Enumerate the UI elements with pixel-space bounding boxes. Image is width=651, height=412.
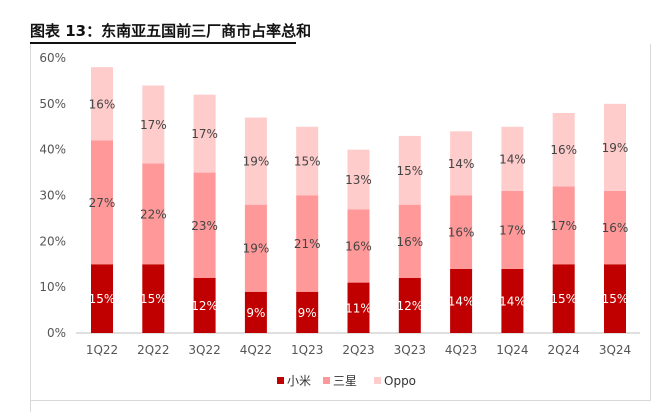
bar-segment-0-4	[296, 291, 319, 333]
x-tick-label: 3Q24	[599, 343, 631, 357]
data-label: 11%	[345, 301, 372, 315]
bar-segment-1-4	[296, 195, 319, 292]
bar-segment-1-6	[398, 204, 421, 278]
legend: 小米 三星 Oppo	[277, 374, 416, 388]
bar-segment-1-2	[193, 172, 216, 278]
bar-segment-2-6	[398, 135, 421, 205]
data-label: 21%	[294, 237, 321, 251]
data-label: 9%	[246, 306, 265, 320]
x-tick-label: 2Q22	[137, 343, 169, 357]
data-label: 15%	[602, 292, 629, 306]
data-label: 14%	[499, 294, 526, 308]
bar-segment-1-8	[501, 190, 524, 269]
data-label: 12%	[191, 299, 218, 313]
data-label: 15%	[140, 292, 167, 306]
bar-segment-2-4	[296, 126, 319, 196]
bar-segment-0-7	[450, 268, 473, 333]
data-label: 17%	[550, 219, 577, 233]
bar-segment-2-7	[450, 131, 473, 196]
legend-label: Oppo	[384, 374, 416, 388]
data-label: 15%	[550, 292, 577, 306]
data-label: 15%	[396, 164, 423, 178]
bar-segment-1-10	[604, 190, 626, 265]
data-label: 14%	[448, 157, 475, 171]
data-label: 16%	[550, 143, 577, 157]
legend-label: 三星	[333, 374, 357, 388]
y-tick-label: 20%	[39, 234, 66, 248]
data-label: 16%	[89, 97, 116, 111]
bars: 15% 27% 16% 15% 22% 17% 12% 23% 17% 9% 19% 19% 9% 21%…	[89, 67, 629, 333]
bar-segment-2-8	[501, 126, 524, 191]
bar-segment-0-0	[91, 264, 113, 333]
y-tick-label: 30%	[39, 189, 66, 203]
bar-segment-2-9	[552, 113, 575, 187]
legend-label: 小米	[287, 374, 311, 388]
bar-segment-0-9	[552, 264, 575, 333]
data-label: 13%	[345, 173, 372, 187]
data-label: 14%	[499, 152, 526, 166]
data-label: 17%	[140, 118, 167, 132]
x-tick-label: 4Q22	[240, 343, 272, 357]
y-tick-label: 0%	[47, 326, 66, 340]
bar-segment-0-2	[193, 278, 216, 333]
x-tick-label: 3Q22	[188, 343, 220, 357]
bar-segment-1-1	[142, 163, 165, 265]
data-label: 22%	[140, 207, 167, 221]
data-label: 14%	[448, 294, 475, 308]
data-label: 15%	[294, 155, 321, 169]
y-tick-label: 10%	[39, 280, 66, 294]
bar-segment-0-3	[244, 291, 267, 333]
bar-segment-1-7	[450, 195, 473, 269]
y-tick-label: 60%	[39, 51, 66, 65]
bar-segment-2-5	[347, 149, 370, 210]
data-label: 15%	[89, 292, 116, 306]
x-tick-label: 1Q23	[291, 343, 323, 357]
data-label: 16%	[396, 235, 423, 249]
frame-left-border	[30, 44, 31, 412]
data-label: 19%	[243, 242, 270, 256]
bar-segment-2-2	[193, 94, 216, 173]
x-tick-label: 1Q24	[496, 343, 528, 357]
legend-swatch	[323, 377, 330, 384]
y-axis: 0% 10% 20% 30% 40% 50% 60%	[39, 51, 640, 340]
x-tick-label: 3Q23	[394, 343, 426, 357]
bar-segment-1-0	[91, 140, 113, 265]
x-tick-label: 2Q23	[342, 343, 374, 357]
x-axis: 1Q22 2Q22 3Q22 4Q22 1Q23 2Q23 3Q23 4Q23 1Q24 2Q24…	[86, 343, 631, 357]
data-label: 16%	[602, 221, 629, 235]
data-label: 19%	[243, 155, 270, 169]
bar-segment-0-10	[604, 264, 626, 333]
data-label: 17%	[499, 223, 526, 237]
bar-segment-1-5	[347, 209, 370, 283]
bar-segment-2-10	[604, 103, 626, 191]
legend-swatch	[277, 377, 284, 384]
bar-segment-0-6	[398, 278, 421, 333]
data-label: 19%	[602, 141, 629, 155]
data-label: 9%	[298, 306, 317, 320]
x-tick-label: 1Q22	[86, 343, 118, 357]
data-label: 16%	[448, 226, 475, 240]
frame-bottom-border	[30, 400, 651, 401]
chart-title: 图表 13：东南亚五国前三厂商市占率总和	[30, 22, 312, 40]
x-tick-label: 2Q24	[548, 343, 580, 357]
data-label: 27%	[89, 196, 116, 210]
data-label: 23%	[191, 219, 218, 233]
data-label: 16%	[345, 239, 372, 253]
bar-segment-0-5	[347, 282, 370, 333]
y-tick-label: 40%	[39, 143, 66, 157]
bar-segment-2-1	[142, 85, 165, 164]
bar-segment-0-1	[142, 264, 165, 333]
title-underline	[30, 42, 296, 44]
bar-segment-1-9	[552, 186, 575, 265]
x-tick-label: 4Q23	[445, 343, 477, 357]
bar-segment-2-3	[244, 117, 267, 205]
data-label: 17%	[191, 127, 218, 141]
bar-segment-0-8	[501, 268, 524, 333]
bar-segment-2-0	[91, 67, 113, 141]
bar-segment-1-3	[244, 204, 267, 292]
data-label: 12%	[396, 299, 423, 313]
y-tick-label: 50%	[39, 97, 66, 111]
legend-swatch	[374, 377, 381, 384]
